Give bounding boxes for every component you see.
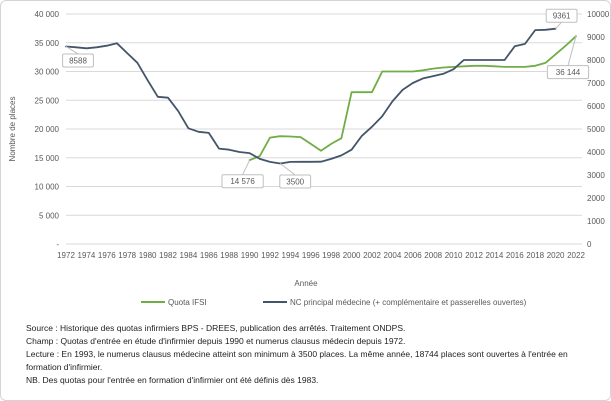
svg-text:2008: 2008 [424,251,442,260]
svg-text:2022: 2022 [567,251,585,260]
svg-text:7000: 7000 [587,79,605,88]
footnote-nb: NB. Des quotas pour l'entrée en formatio… [26,375,319,385]
svg-text:2002: 2002 [363,251,381,260]
svg-text:NC principal médecine (+ compl: NC principal médecine (+ complémentaire … [290,298,527,307]
svg-text:30 000: 30 000 [35,68,60,77]
svg-text:3000: 3000 [587,171,605,180]
svg-text:36 144: 36 144 [556,68,581,77]
svg-text:8000: 8000 [587,56,605,65]
svg-text:5000: 5000 [587,125,605,134]
svg-text:1986: 1986 [200,251,218,260]
svg-text:2018: 2018 [526,251,544,260]
svg-text:1992: 1992 [261,251,279,260]
x-axis-title: Année [294,279,318,288]
svg-text:9361: 9361 [553,12,571,21]
svg-text:1984: 1984 [180,251,198,260]
svg-text:2000: 2000 [343,251,361,260]
svg-text:6000: 6000 [587,102,605,111]
legend: Quota IFSI NC principal médecine (+ compl… [141,298,527,307]
quota-chart-svg: 40 000 35 000 30 000 25 000 20 000 15 000 10 0… [8,8,610,307]
svg-text:1980: 1980 [139,251,157,260]
y-axis-left-labels: 40 000 35 000 30 000 25 000 20 000 15 000 10 0… [35,10,60,249]
svg-text:3500: 3500 [286,178,304,187]
svg-text:1974: 1974 [78,251,96,260]
svg-text:35 000: 35 000 [35,39,60,48]
svg-text:2016: 2016 [506,251,524,260]
svg-text:1990: 1990 [241,251,259,260]
svg-text:2020: 2020 [547,251,565,260]
data-labels: 8588 14 576 3500 9361 36 144 [62,8,590,189]
y-axis-title: Nombre de places [8,97,17,162]
svg-text:40 000: 40 000 [35,10,60,19]
svg-text:14 576: 14 576 [230,177,255,186]
svg-text:1988: 1988 [220,251,238,260]
svg-text:1994: 1994 [282,251,300,260]
svg-text:2014: 2014 [486,251,504,260]
svg-text:15 000: 15 000 [35,154,60,163]
footnotes: Source : Historique des quotas infirmier… [26,322,592,387]
svg-text:1982: 1982 [159,251,177,260]
footnote-lecture: Lecture : En 1993, le numerus clausus mé… [26,349,568,372]
svg-text:-: - [56,240,59,249]
svg-text:5 000: 5 000 [39,211,60,220]
svg-text:Quota IFSI: Quota IFSI [168,298,207,307]
svg-text:10 000: 10 000 [35,183,60,192]
svg-text:1976: 1976 [98,251,116,260]
series-line-0 [248,35,577,162]
svg-text:1972: 1972 [57,251,75,260]
svg-text:2012: 2012 [465,251,483,260]
svg-text:2010: 2010 [445,251,463,260]
x-axis-labels: 1972 1974 1976 1978 1980 1982 1984 1986 1988 1990… [57,251,585,260]
svg-text:0: 0 [587,240,592,249]
footnote-source: Source : Historique des quotas infirmier… [26,323,406,333]
svg-text:1996: 1996 [302,251,320,260]
grid-layer [66,13,582,245]
svg-text:20 000: 20 000 [35,125,60,134]
svg-text:1000: 1000 [587,217,605,226]
svg-text:2006: 2006 [404,251,422,260]
series-line-1 [65,27,557,165]
svg-text:2000: 2000 [587,194,605,203]
svg-text:8588: 8588 [69,56,87,65]
svg-text:1978: 1978 [118,251,136,260]
svg-text:4000: 4000 [587,148,605,157]
footnote-champ: Champ : Quotas d'entrée en étude d'infir… [26,336,406,346]
svg-text:25 000: 25 000 [35,96,60,105]
y-axis-right-labels: 1000090008000700060005000400030002000100… [587,10,610,249]
svg-text:1998: 1998 [322,251,340,260]
svg-text:2004: 2004 [384,251,402,260]
svg-text:10000: 10000 [587,10,610,19]
svg-text:9000: 9000 [587,33,605,42]
